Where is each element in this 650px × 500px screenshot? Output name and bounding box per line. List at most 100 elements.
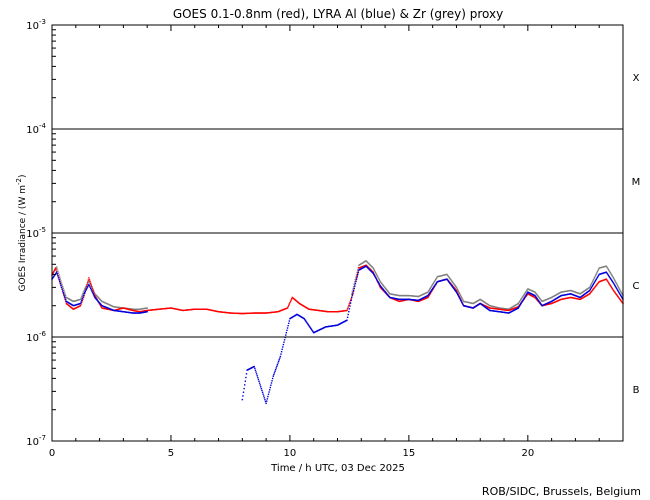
goes-point: [597, 281, 600, 284]
goes-point: [605, 278, 608, 280]
al-point: [55, 272, 57, 274]
al-point: [348, 310, 350, 313]
zr-point: [520, 298, 522, 300]
al-point: [606, 272, 608, 274]
goes-point: [614, 292, 616, 294]
al-point: [259, 384, 261, 386]
al-point: [517, 307, 520, 309]
goes-series: [51, 264, 624, 315]
al-point: [386, 293, 388, 295]
x-tick-label-4: 20: [521, 448, 534, 459]
al-point: [384, 291, 387, 294]
goes-point: [93, 293, 95, 295]
zr-point: [377, 277, 380, 280]
zr-point: [456, 289, 459, 291]
zr-point: [537, 295, 539, 297]
al-point: [452, 286, 454, 288]
zr-point: [59, 278, 62, 280]
goes-point: [619, 299, 622, 301]
zr-point: [520, 299, 522, 301]
al-point: [241, 398, 244, 401]
al-point: [256, 375, 258, 377]
al-point: [352, 292, 354, 294]
zr-point: [434, 279, 436, 282]
flare-class-b: B: [633, 385, 640, 396]
goes-point: [87, 279, 89, 281]
al-point: [447, 280, 449, 282]
al-point: [456, 292, 458, 294]
al-point: [613, 284, 616, 286]
x-axis-label: Time / h UTC, 03 Dec 2025: [270, 463, 405, 474]
goes-point: [588, 293, 591, 295]
al-point: [373, 273, 375, 276]
goes-point: [611, 287, 613, 290]
al-point: [271, 377, 274, 380]
zr-point: [591, 280, 594, 283]
al-point: [355, 280, 357, 283]
zr-point: [375, 273, 377, 275]
goes-point: [612, 289, 615, 292]
al-point: [461, 301, 463, 303]
zr-point: [536, 294, 539, 296]
al-point: [351, 294, 354, 296]
al-point: [261, 389, 263, 392]
al-point: [274, 368, 277, 371]
al-point: [269, 386, 271, 389]
zr-point: [612, 277, 615, 279]
goes-point: [88, 277, 90, 279]
al-point: [374, 276, 377, 279]
al-point: [453, 288, 455, 290]
zr-point: [618, 287, 620, 289]
al-point: [274, 370, 276, 372]
goes-point: [606, 280, 609, 282]
al-point: [266, 400, 268, 402]
al-point: [255, 373, 258, 375]
zr-point: [526, 289, 528, 291]
al-point: [461, 302, 464, 305]
al-point: [86, 287, 88, 289]
goes-point: [591, 289, 594, 291]
al-point: [245, 376, 247, 379]
zr-point: [388, 292, 390, 294]
zr-point: [379, 281, 382, 283]
zr-point: [82, 291, 85, 293]
zr-point: [609, 272, 612, 274]
goes-point: [288, 304, 290, 307]
al-point: [59, 280, 61, 283]
y-tick-label-4: 10-3: [26, 18, 46, 32]
al-point: [304, 318, 306, 321]
al-point: [261, 391, 264, 394]
al-point: [428, 292, 431, 294]
zr-point: [446, 274, 449, 276]
al-point: [61, 288, 63, 290]
al-point: [264, 400, 267, 403]
al-point: [353, 287, 355, 290]
al-point: [62, 290, 64, 292]
zr-point: [63, 291, 66, 293]
al-point: [518, 305, 521, 307]
zr-point: [56, 266, 58, 268]
al-point: [618, 292, 621, 294]
al-point: [609, 276, 611, 279]
al-point: [350, 299, 352, 301]
al-point: [383, 290, 386, 292]
al-point: [275, 367, 277, 369]
al-point: [594, 280, 596, 283]
zr-point: [449, 277, 451, 280]
goes-point: [348, 304, 350, 307]
al-point: [89, 286, 91, 288]
al-point: [312, 331, 314, 333]
al-point: [311, 330, 314, 332]
zr-point: [378, 278, 380, 281]
zr-point: [606, 266, 608, 268]
al-point: [242, 395, 244, 397]
zr-point: [593, 278, 595, 280]
goes-point: [289, 300, 292, 303]
zr-point: [588, 286, 591, 289]
goes-point: [612, 288, 614, 291]
zr-point: [452, 282, 455, 285]
al-point: [349, 305, 351, 307]
al-point: [621, 297, 624, 300]
al-point: [448, 281, 451, 284]
